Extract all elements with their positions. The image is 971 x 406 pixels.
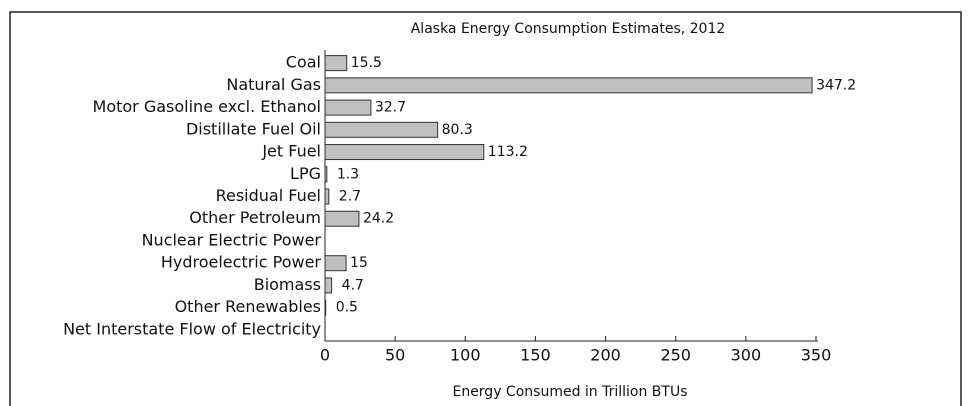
x-tick-label: 200	[590, 346, 621, 365]
y-tick-label: Natural Gas	[226, 75, 321, 94]
bar	[324, 210, 360, 227]
bar	[324, 188, 330, 205]
bar	[324, 166, 328, 183]
value-label: 80.3	[442, 122, 473, 138]
bar	[324, 121, 439, 138]
value-label: 347.2	[816, 77, 856, 93]
value-label: 32.7	[375, 100, 406, 116]
frame	[9, 11, 962, 406]
x-tick-label: 300	[731, 346, 762, 365]
bar	[324, 77, 813, 94]
value-label: 113.2	[488, 144, 528, 160]
y-tick-label: Hydroelectric Power	[161, 253, 322, 272]
bar	[324, 255, 347, 272]
y-tick-label: Jet Fuel	[261, 142, 321, 161]
x-tick-label: 50	[385, 346, 405, 365]
y-tick-label: Coal	[286, 53, 321, 72]
y-tick-label: Residual Fuel	[216, 186, 321, 205]
value-label: 24.2	[363, 211, 394, 227]
y-tick-label: Other Renewables	[175, 297, 321, 316]
y-tick-label: Other Petroleum	[189, 208, 321, 227]
y-tick-label: Net Interstate Flow of Electricity	[63, 319, 321, 338]
x-tick-label: 350	[801, 346, 832, 365]
value-label: 2.7	[339, 189, 361, 205]
x-tick-label: 0	[320, 346, 330, 365]
y-tick-label: Motor Gasoline excl. Ethanol	[93, 97, 321, 116]
bar	[324, 299, 327, 316]
x-axis-label: Energy Consumed in Trillion BTUs	[452, 384, 687, 400]
bar	[324, 144, 485, 161]
value-label: 1.3	[337, 166, 359, 182]
value-label: 15.5	[351, 55, 382, 71]
chart-title: Alaska Energy Consumption Estimates, 201…	[411, 21, 726, 37]
value-label: 15	[350, 255, 368, 271]
x-tick-label: 150	[520, 346, 551, 365]
x-tick-label: 100	[450, 346, 481, 365]
bar	[324, 55, 348, 72]
y-tick-label: Biomass	[254, 275, 321, 294]
y-tick-label: Nuclear Electric Power	[142, 230, 322, 249]
bar	[324, 99, 372, 116]
value-label: 0.5	[336, 300, 358, 316]
y-tick-label: LPG	[290, 164, 321, 183]
bar	[324, 277, 333, 294]
value-label: 4.7	[342, 277, 364, 293]
x-tick-label: 250	[660, 346, 691, 365]
y-tick-label: Distillate Fuel Oil	[186, 119, 321, 138]
